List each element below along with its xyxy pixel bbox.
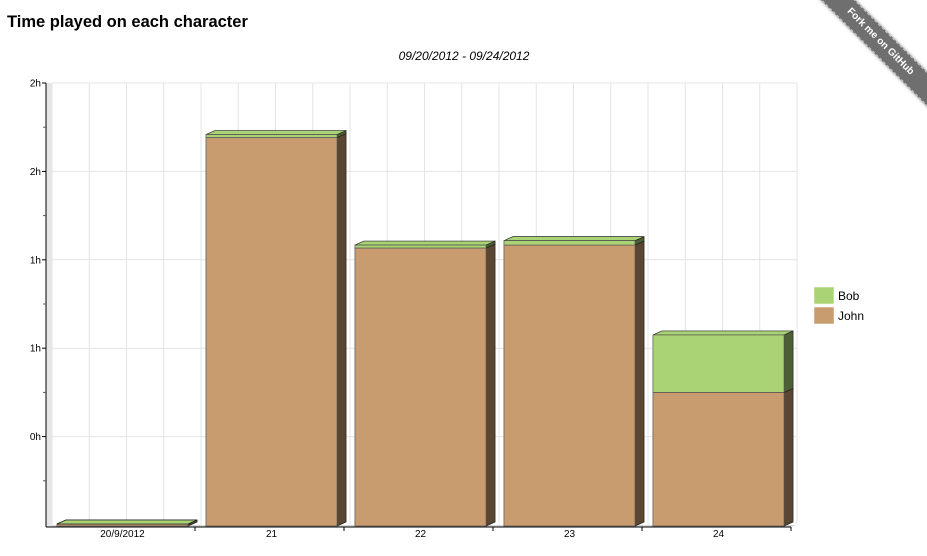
bar-front (503, 240, 636, 246)
chart-wall (46, 83, 52, 527)
bar-top (354, 240, 496, 246)
bar-bob (354, 240, 496, 249)
chart-bars (56, 130, 794, 527)
x-tick-label: 20/9/2012 (100, 529, 145, 540)
y-tick-label: 1h (30, 344, 41, 355)
bar-front (354, 247, 487, 527)
chart-legend: Bob John (813, 286, 864, 325)
bar-top (56, 519, 198, 525)
bar-john (503, 240, 645, 527)
bar-bob (652, 330, 794, 393)
bar-bob (56, 519, 198, 525)
legend-label-john: John (838, 309, 864, 323)
bar-front (652, 334, 785, 393)
legend-label-bob: Bob (838, 289, 860, 303)
legend-swatch-john (813, 306, 835, 325)
bar-john (205, 132, 347, 527)
bar-top (205, 130, 347, 135)
bar-side (485, 243, 496, 527)
bar-top (503, 236, 645, 241)
bar-front (354, 244, 487, 249)
bar-front (205, 137, 338, 527)
legend-swatch-bob (813, 286, 835, 305)
chart-labels: 0h 1h 1h 2h 2h 20/9/2012 21 22 23 24 (30, 79, 725, 541)
x-tick-label: 23 (564, 529, 576, 540)
bar-front (652, 392, 785, 527)
y-tick-label: 0h (30, 432, 41, 443)
bar-john (354, 243, 496, 527)
bar-bob (503, 236, 645, 246)
y-tick-label: 2h (30, 79, 41, 90)
bar-bob (205, 130, 347, 139)
chart-subtitle: 09/20/2012 - 09/24/2012 (398, 49, 530, 63)
x-tick-label: 22 (415, 529, 427, 540)
bar-side (336, 132, 347, 527)
x-tick-label: 21 (266, 529, 278, 540)
bar-side (634, 240, 645, 527)
bar-john (652, 387, 794, 527)
bar-side (783, 387, 794, 527)
page-title: Time played on each character (7, 13, 248, 31)
bar-side (783, 330, 794, 393)
x-tick-label: 24 (713, 529, 725, 540)
bar-top (652, 330, 794, 336)
bar-front (205, 134, 338, 138)
y-tick-label: 2h (30, 167, 41, 178)
bar-front (503, 244, 636, 527)
y-tick-label: 1h (30, 255, 41, 266)
